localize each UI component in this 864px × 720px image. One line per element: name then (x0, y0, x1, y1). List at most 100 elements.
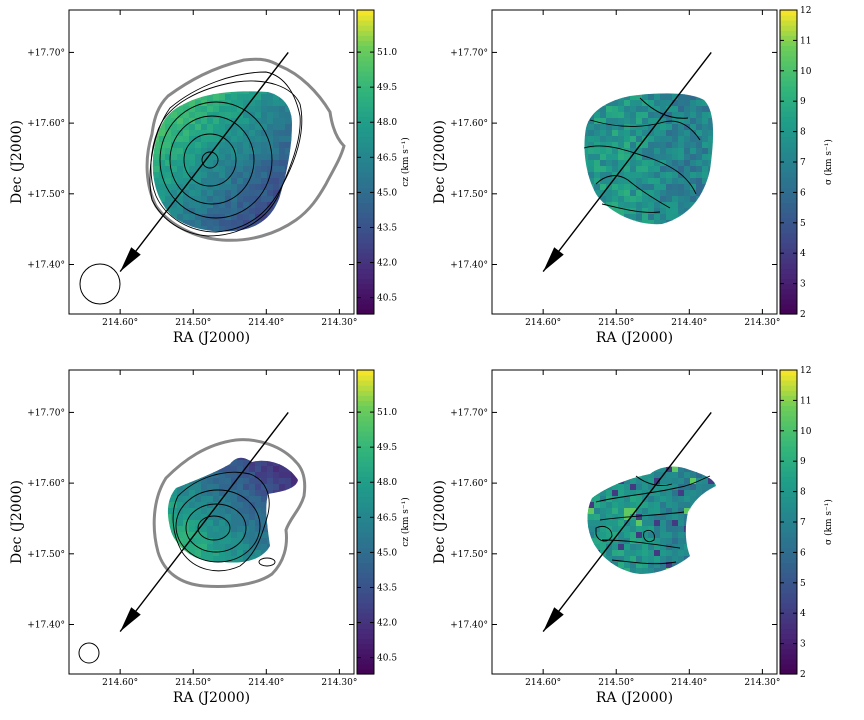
map-pixel (648, 124, 655, 131)
map-pixel (570, 202, 577, 209)
map-pixel (261, 124, 268, 131)
map-pixel (309, 226, 316, 233)
map-pixel (624, 106, 631, 113)
map-pixel (654, 82, 661, 89)
map-pixel (570, 280, 577, 287)
map-pixel (756, 226, 763, 233)
colorbar-segment (357, 65, 374, 72)
map-pixel (612, 52, 619, 59)
map-pixel (189, 112, 196, 119)
map-pixel (333, 244, 340, 251)
map-pixel (696, 10, 703, 17)
map-pixel (315, 292, 322, 299)
map-pixel (618, 184, 625, 191)
map-pixel (708, 256, 715, 263)
map-pixel (135, 16, 142, 23)
map-pixel (255, 250, 262, 257)
map-pixel (714, 196, 721, 203)
map-pixel (492, 196, 499, 203)
map-pixel (213, 154, 220, 161)
map-pixel (75, 46, 82, 53)
map-pixel (636, 202, 643, 209)
map-pixel (762, 16, 769, 23)
map-pixel (177, 52, 184, 59)
map-pixel (738, 232, 745, 239)
map-pixel (129, 214, 136, 221)
map-pixel (564, 142, 571, 149)
map-pixel (696, 118, 703, 125)
map-pixel (159, 166, 166, 173)
map-pixel (165, 262, 172, 269)
map-pixel (99, 214, 106, 221)
map-pixel (522, 154, 529, 161)
major-axis-arrowhead (120, 247, 141, 272)
map-pixel (75, 160, 82, 167)
map-pixel (618, 298, 625, 305)
map-pixel (636, 93, 643, 95)
map-pixel (111, 16, 118, 23)
map-pixel (159, 154, 166, 161)
map-pixel (147, 268, 154, 275)
map-pixel (516, 64, 523, 71)
map-pixel (201, 64, 208, 71)
map-pixel (690, 172, 697, 179)
map-pixel (696, 214, 703, 221)
map-pixel (219, 142, 226, 149)
map-pixel (612, 238, 619, 245)
map-pixel (642, 130, 649, 137)
map-pixel (87, 130, 94, 137)
map-pixel (498, 244, 505, 251)
map-pixel (564, 202, 571, 209)
map-pixel (654, 274, 661, 281)
map-pixel (558, 118, 565, 125)
map-pixel (690, 22, 697, 29)
map-pixel (498, 64, 505, 71)
map-pixel (75, 40, 82, 47)
map-pixel (303, 52, 310, 59)
map-pixel (237, 298, 244, 305)
map-pixel (291, 22, 298, 29)
map-pixel (612, 214, 619, 221)
map-pixel (195, 268, 202, 275)
map-pixel (261, 220, 268, 227)
map-pixel (702, 46, 709, 53)
map-pixel (171, 166, 178, 173)
map-pixel (588, 142, 595, 149)
map-pixel (345, 244, 352, 251)
map-pixel (600, 58, 607, 65)
map-pixel (510, 154, 517, 161)
map-pixel (297, 196, 304, 203)
map-pixel (87, 22, 94, 29)
map-pixel (249, 244, 256, 251)
map-pixel (309, 220, 316, 227)
map-pixel (510, 40, 517, 47)
map-pixel (732, 298, 739, 305)
map-pixel (690, 268, 697, 275)
map-pixel (165, 268, 172, 275)
map-pixel (564, 178, 571, 185)
map-pixel (726, 262, 733, 269)
map-pixel (648, 130, 655, 137)
map-pixel (642, 28, 649, 35)
map-pixel (708, 142, 714, 149)
map-pixel (696, 220, 703, 225)
map-pixel (654, 16, 661, 23)
map-pixel (207, 262, 214, 269)
map-pixel (768, 142, 775, 149)
map-pixel (720, 304, 727, 311)
map-pixel (672, 166, 679, 173)
map-pixel (600, 238, 607, 245)
map-pixel (750, 256, 757, 263)
map-pixel (177, 304, 184, 311)
map-pixel (303, 46, 310, 53)
map-pixel (201, 40, 208, 47)
map-pixel (309, 280, 316, 287)
map-pixel (75, 292, 82, 299)
map-pixel (249, 310, 256, 317)
map-pixel (183, 46, 190, 53)
map-pixel (648, 82, 655, 89)
map-pixel (540, 70, 547, 77)
map-pixel (237, 220, 244, 227)
map-pixel (213, 256, 220, 263)
map-pixel (291, 250, 298, 257)
